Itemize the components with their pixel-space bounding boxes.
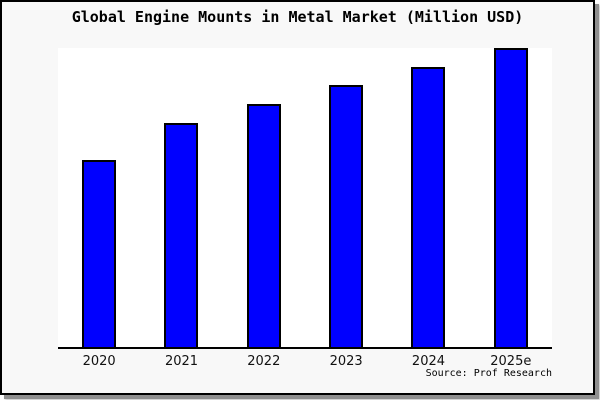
x-axis-labels: 2020 2021 2022 2023 2024 2025e (58, 354, 552, 369)
x-tick-label-2021: 2021 (164, 354, 199, 369)
source-note: Source: Prof Research (425, 368, 552, 379)
chart-frame: Global Engine Mounts in Metal Market (Mi… (0, 0, 595, 395)
bar-2023 (329, 85, 364, 347)
bar-slot (470, 48, 552, 347)
bar-2020 (82, 160, 117, 347)
bar-2024 (411, 67, 446, 347)
bar-slot (223, 48, 305, 347)
bar-2022 (246, 104, 281, 347)
chart-title: Global Engine Mounts in Metal Market (Mi… (71, 8, 524, 26)
x-tick-label-2025e: 2025e (490, 354, 532, 369)
bar-2021 (164, 123, 199, 347)
bar-slot (305, 48, 387, 347)
x-tick-label-2022: 2022 (247, 354, 281, 369)
x-tick-label-2024: 2024 (411, 354, 446, 369)
bar-slot (140, 48, 222, 347)
bar-slot (58, 48, 140, 347)
bar-2025e (493, 48, 528, 347)
plot-area (58, 48, 552, 349)
x-tick-label-2020: 2020 (82, 354, 116, 369)
x-tick-label-2023: 2023 (329, 354, 363, 369)
bar-slot (387, 48, 469, 347)
